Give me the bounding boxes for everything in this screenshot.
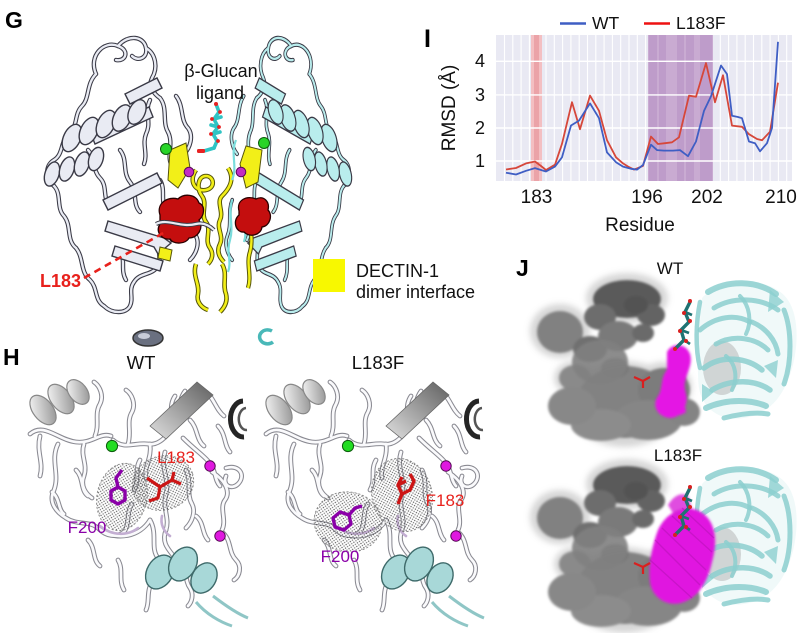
svg-text:J: J: [516, 255, 529, 281]
svg-text:L183F: L183F: [352, 352, 404, 373]
svg-text:WT: WT: [592, 13, 620, 33]
svg-text:202: 202: [691, 187, 723, 208]
svg-text:G: G: [5, 7, 23, 33]
svg-text:dimer interface: dimer interface: [356, 282, 475, 302]
svg-text:β-Glucan: β-Glucan: [184, 61, 257, 81]
svg-text:RMSD (Å): RMSD (Å): [439, 65, 460, 152]
svg-text:1: 1: [475, 151, 485, 171]
svg-text:F183: F183: [426, 491, 465, 510]
svg-text:I: I: [424, 25, 431, 53]
svg-text:2: 2: [475, 118, 485, 138]
svg-text:DECTIN-1: DECTIN-1: [356, 261, 439, 281]
svg-text:210: 210: [765, 187, 797, 208]
svg-text:183: 183: [521, 187, 553, 208]
svg-text:L183F: L183F: [654, 446, 702, 465]
svg-text:WT: WT: [127, 352, 156, 373]
svg-text:ligand: ligand: [196, 83, 244, 103]
svg-text:196: 196: [631, 187, 663, 208]
svg-text:Residue: Residue: [605, 215, 675, 236]
svg-text:H: H: [3, 344, 20, 370]
svg-text:L183: L183: [157, 448, 195, 467]
svg-text:L183: L183: [40, 271, 81, 291]
svg-text:L183F: L183F: [676, 13, 726, 33]
svg-text:F200: F200: [68, 518, 107, 537]
svg-text:3: 3: [475, 85, 485, 105]
svg-text:F200: F200: [321, 547, 360, 566]
svg-text:4: 4: [475, 51, 485, 71]
svg-text:WT: WT: [657, 259, 683, 278]
